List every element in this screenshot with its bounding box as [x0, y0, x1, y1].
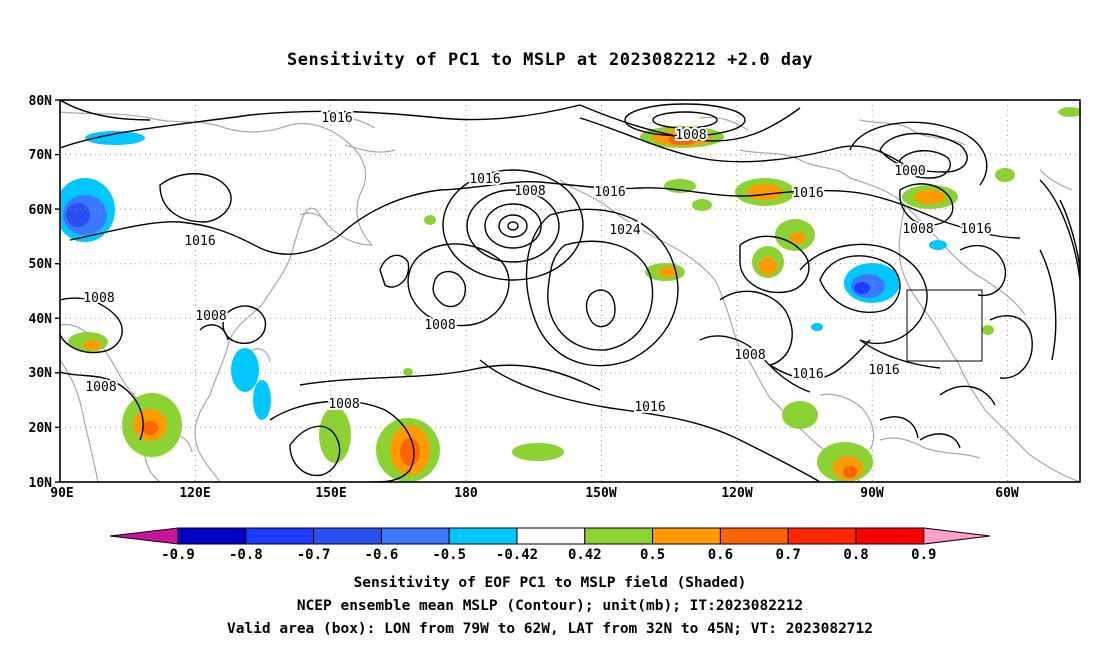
contour-label: 1008	[902, 222, 933, 237]
plot-frame	[59, 99, 1081, 483]
contour-label: 1016	[184, 234, 215, 249]
lat-label: 80N	[29, 94, 53, 109]
caption-valid-area: Valid area (box): LON from 79W to 62W, L…	[226, 621, 873, 637]
colorbar-bin	[855, 527, 925, 545]
contour-label: 1000	[894, 164, 925, 179]
colorbar-bin	[313, 527, 382, 545]
longitude-axis: 90E 120E 150E 180 150W 120W 90W 60W	[50, 486, 1019, 501]
contour-label: 1016	[594, 185, 625, 200]
colorbar-bin	[584, 527, 654, 545]
valid-area-box	[906, 289, 983, 362]
contour-label: 1008	[514, 184, 545, 199]
lon-label: 90W	[860, 486, 884, 501]
contour-label: 1008	[328, 397, 359, 412]
mslp-contours	[60, 100, 1080, 482]
contour-label: 1016	[960, 222, 991, 237]
colorbar-max-arrow	[923, 527, 991, 545]
colorbar-label: 0.9	[911, 547, 936, 563]
latitude-axis: 80N 70N 60N 50N 40N 30N 20N 10N	[29, 94, 53, 491]
colorbar-label: 0.5	[640, 547, 665, 563]
lon-label: 120E	[179, 486, 210, 501]
contour-label: 1024	[609, 223, 640, 238]
colorbar-bin	[719, 527, 789, 545]
contour-label: 1016	[469, 172, 500, 187]
caption-shading: Sensitivity of EOF PC1 to MSLP field (Sh…	[353, 575, 747, 591]
sensitivity-shading	[60, 107, 1080, 482]
caption-contour: NCEP ensemble mean MSLP (Contour); unit(…	[296, 598, 804, 614]
colorbar-label: -0.8	[229, 547, 263, 563]
lat-label: 50N	[29, 257, 53, 272]
colorbar-bin	[380, 527, 450, 545]
lat-label: 20N	[29, 421, 53, 436]
grid-lines	[60, 100, 1080, 482]
colorbar-bin	[177, 527, 247, 545]
colorbar-label: 0.7	[776, 547, 801, 563]
colorbar-bin	[787, 527, 857, 545]
contour-label: 1008	[675, 128, 706, 143]
colorbar-bin	[652, 527, 721, 545]
contour-label: 1016	[634, 400, 665, 415]
contour-label-group: 1016 1008 1016 1008 1016 1024 1016 1000 …	[81, 109, 993, 417]
lat-label: 60N	[29, 203, 53, 218]
colorbar-label: 0.6	[708, 547, 733, 563]
colorbar-bin	[516, 527, 586, 545]
lon-label: 120W	[721, 486, 752, 501]
colorbar-labels: -0.9 -0.8 -0.7 -0.6 -0.5 -0.42 0.42 0.5 …	[161, 547, 936, 563]
lon-label: 60W	[995, 486, 1019, 501]
lat-label: 40N	[29, 312, 53, 327]
latitude-ticks	[55, 99, 60, 483]
colorbar-bin	[245, 527, 315, 545]
contour-label: 1008	[85, 380, 116, 395]
contour-label: 1016	[321, 111, 352, 126]
contour-label: 1008	[734, 348, 765, 363]
contour-label: 1016	[868, 363, 899, 378]
lat-label: 30N	[29, 366, 53, 381]
colorbar-label: -0.5	[432, 547, 466, 563]
contour-label: 1008	[424, 318, 455, 333]
contour-label: 1008	[83, 291, 114, 306]
lon-label: 180	[454, 486, 478, 501]
colorbar-bin	[448, 527, 518, 545]
lat-label: 70N	[29, 148, 53, 163]
colorbar-label: -0.6	[365, 547, 399, 563]
contour-label: 1016	[792, 367, 823, 382]
lon-label: 90E	[50, 486, 73, 501]
contour-label: 1008	[195, 309, 226, 324]
colorbar-label: -0.7	[297, 547, 331, 563]
colorbar-label: -0.9	[161, 547, 195, 563]
colorbar-label: -0.42	[496, 547, 538, 563]
colorbar-label: 0.42	[568, 547, 602, 563]
lon-label: 150W	[585, 486, 616, 501]
colorbar-label: 0.8	[843, 547, 868, 563]
colorbar-min-arrow	[109, 527, 179, 545]
colorbar	[109, 527, 991, 545]
lat-label: 10N	[29, 476, 53, 491]
contour-label: 1016	[792, 186, 823, 201]
map-title: Sensitivity of PC1 to MSLP at 2023082212…	[286, 50, 813, 70]
lon-label: 150E	[315, 486, 346, 501]
